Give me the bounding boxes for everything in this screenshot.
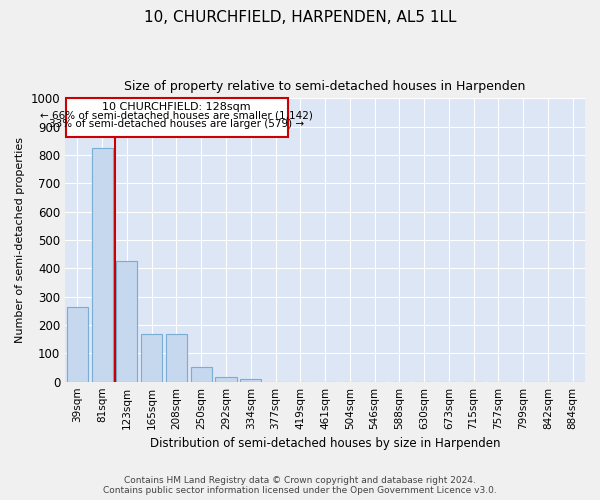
Text: 10 CHURCHFIELD: 128sqm: 10 CHURCHFIELD: 128sqm <box>103 102 251 112</box>
Bar <box>240 379 261 382</box>
Bar <box>92 148 113 382</box>
Bar <box>166 334 187 382</box>
Bar <box>116 262 137 382</box>
Bar <box>141 334 162 382</box>
Bar <box>67 306 88 382</box>
Bar <box>191 367 212 382</box>
Bar <box>215 378 236 382</box>
X-axis label: Distribution of semi-detached houses by size in Harpenden: Distribution of semi-detached houses by … <box>150 437 500 450</box>
Text: Contains HM Land Registry data © Crown copyright and database right 2024.
Contai: Contains HM Land Registry data © Crown c… <box>103 476 497 495</box>
Title: Size of property relative to semi-detached houses in Harpenden: Size of property relative to semi-detach… <box>124 80 526 93</box>
Y-axis label: Number of semi-detached properties: Number of semi-detached properties <box>15 137 25 343</box>
Text: 33% of semi-detached houses are larger (579) →: 33% of semi-detached houses are larger (… <box>49 119 304 129</box>
Text: ← 66% of semi-detached houses are smaller (1,142): ← 66% of semi-detached houses are smalle… <box>40 110 313 120</box>
Text: 10, CHURCHFIELD, HARPENDEN, AL5 1LL: 10, CHURCHFIELD, HARPENDEN, AL5 1LL <box>144 10 456 25</box>
Bar <box>65 98 288 138</box>
